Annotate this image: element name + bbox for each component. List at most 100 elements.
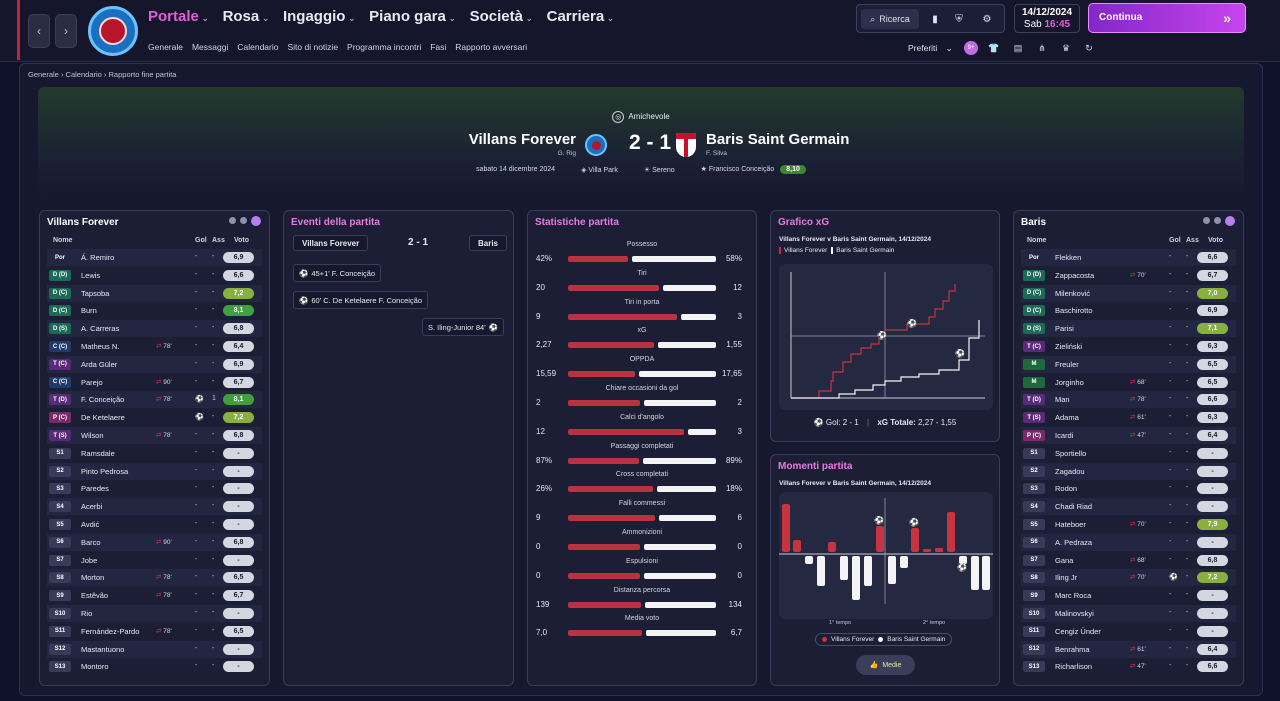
- player-name[interactable]: F. Conceição: [81, 395, 125, 405]
- player-row[interactable]: S12 Mastantuono - - -: [47, 640, 262, 658]
- event-row[interactable]: ⚽ 60' C. De Ketelaere F. Conceição: [293, 291, 429, 309]
- player-name[interactable]: Baschirotto: [1055, 306, 1093, 316]
- player-name[interactable]: Man: [1055, 395, 1070, 405]
- player-name[interactable]: Gana: [1055, 555, 1074, 565]
- player-name[interactable]: A. Carreras: [81, 324, 120, 334]
- player-row[interactable]: D (C) Baschirotto - -6,9: [1021, 302, 1236, 319]
- submenu-item[interactable]: Fasi: [430, 42, 447, 52]
- player-row[interactable]: S3 Paredes - - -: [47, 480, 262, 497]
- player-name[interactable]: Pinto Pedrosa: [81, 466, 129, 476]
- player-row[interactable]: S8 Iling Jr ⇄ 70' ⚽ -7,2: [1021, 569, 1236, 587]
- player-name[interactable]: Zagadou: [1055, 466, 1085, 476]
- player-name[interactable]: Adama: [1055, 413, 1079, 423]
- player-row[interactable]: S9 Estêvão ⇄ 78' - -6,7: [47, 587, 262, 604]
- player-name[interactable]: Milenković: [1055, 288, 1091, 298]
- player-row[interactable]: T (S) Wilson ⇄ 78' - - 6,8: [47, 427, 262, 444]
- man-of-the-match[interactable]: ★ Francisco Conceição 8,10: [701, 165, 806, 174]
- menu-item-4[interactable]: Società ⌄: [470, 8, 533, 25]
- player-row[interactable]: D (D) Lewis - -6,6: [47, 267, 262, 284]
- player-name[interactable]: Arda Güler: [81, 359, 118, 369]
- player-row[interactable]: D (S) A. Carreras - -6,8: [47, 320, 262, 338]
- shirt-icon[interactable]: 👕: [988, 42, 1000, 53]
- player-row[interactable]: C (C) Matheus N. ⇄ 78' - - 6,4: [47, 338, 262, 355]
- player-row[interactable]: D (C) Milenković - -7,0: [1021, 284, 1236, 302]
- player-row[interactable]: T (C) Arda Güler - -6,9: [47, 355, 262, 373]
- player-row[interactable]: C (C) Parejo ⇄ 90' - -6,7: [47, 374, 262, 391]
- player-row[interactable]: M Jorginho ⇄ 68' - -6,5: [1021, 374, 1236, 391]
- player-name[interactable]: Avdić: [81, 520, 100, 529]
- col-ass[interactable]: Ass: [212, 237, 225, 244]
- player-name[interactable]: Fernández-Pardo: [81, 626, 140, 636]
- player-name[interactable]: Estêvão: [81, 591, 109, 601]
- back-button[interactable]: ‹: [28, 14, 50, 48]
- col-gol[interactable]: Gol: [195, 237, 207, 244]
- menu-item-1[interactable]: Rosa ⌄: [223, 8, 269, 25]
- breadcrumb-item[interactable]: Calendario: [65, 70, 102, 79]
- col-voto[interactable]: Voto: [1208, 237, 1224, 244]
- player-row[interactable]: S12 Benrahma ⇄ 61' - -6,4: [1021, 640, 1236, 658]
- player-name[interactable]: Rodon: [1055, 484, 1078, 494]
- player-name[interactable]: Burn: [81, 306, 97, 316]
- submenu-item[interactable]: Programma incontri: [347, 42, 422, 52]
- player-row[interactable]: S13 Montoro - - -: [47, 658, 262, 675]
- col-name[interactable]: Nome: [53, 237, 73, 244]
- menu-item-2[interactable]: Ingaggio ⌄: [283, 8, 355, 25]
- player-name[interactable]: Acerbi: [81, 502, 103, 512]
- menu-item-5[interactable]: Carriera ⌄: [547, 8, 614, 25]
- view-switch[interactable]: [229, 216, 261, 226]
- player-row[interactable]: T (D) Man ⇄ 78' - -6,6: [1021, 391, 1236, 409]
- player-name[interactable]: Iling Jr: [1055, 573, 1078, 583]
- player-name[interactable]: Hateboer: [1055, 520, 1086, 529]
- player-row[interactable]: S7 Gana ⇄ 68' - -6,8: [1021, 552, 1236, 569]
- away-team-name[interactable]: Baris Saint Germain: [706, 131, 850, 148]
- player-row[interactable]: Por Á. Remiro - - 6,9: [47, 249, 262, 266]
- player-row[interactable]: S10 Malinovskyi - - -: [1021, 605, 1236, 622]
- player-name[interactable]: Barco: [81, 537, 101, 547]
- player-row[interactable]: S2 Pinto Pedrosa - - -: [47, 462, 262, 480]
- forward-button[interactable]: ›: [55, 14, 77, 48]
- player-row[interactable]: D (S) Parisi - -7,1: [1021, 320, 1236, 338]
- menu-item-0[interactable]: Portale ⌄: [148, 8, 209, 25]
- player-name[interactable]: Lewis: [81, 270, 101, 280]
- player-name[interactable]: Jorginho: [1055, 377, 1084, 387]
- player-row[interactable]: T (S) Adama ⇄ 61' - -6,3: [1021, 409, 1236, 426]
- player-row[interactable]: S9 Marc Roca - - -: [1021, 587, 1236, 604]
- col-ass[interactable]: Ass: [1186, 237, 1199, 244]
- home-team-name[interactable]: Villans Forever: [468, 131, 576, 148]
- clipboard-icon[interactable]: ▤: [1013, 42, 1023, 53]
- player-name[interactable]: Malinovskyi: [1055, 609, 1094, 618]
- player-name[interactable]: Marc Roca: [1055, 591, 1092, 601]
- player-row[interactable]: D (C) Burn - -8,1: [47, 302, 262, 319]
- player-row[interactable]: T (D) F. Conceição ⇄ 78' ⚽ 1 8,1: [47, 391, 262, 409]
- submenu-item[interactable]: Calendario: [237, 42, 279, 52]
- player-row[interactable]: S2 Zagadou - - -: [1021, 462, 1236, 480]
- player-row[interactable]: S8 Morton ⇄ 78' - -6,5: [47, 569, 262, 587]
- player-row[interactable]: S7 Jobe - - -: [47, 552, 262, 569]
- player-row[interactable]: D (C) Tapsoba - -7,2: [47, 284, 262, 302]
- continue-button[interactable]: Continua »: [1088, 3, 1246, 33]
- trophy-icon[interactable]: ♛: [1061, 42, 1071, 53]
- col-voto[interactable]: Voto: [234, 237, 250, 244]
- col-gol[interactable]: Gol: [1169, 237, 1181, 244]
- submenu-item[interactable]: Sito di notizie: [287, 42, 339, 52]
- view-switch[interactable]: [1203, 216, 1235, 226]
- player-row[interactable]: P (C) De Ketelaere ⚽ -7,2: [47, 409, 262, 426]
- gear-icon[interactable]: ⚙: [982, 13, 992, 25]
- bookmark-icon[interactable]: ▮: [932, 13, 938, 25]
- player-row[interactable]: Por Flekken - - 6,6: [1021, 249, 1236, 266]
- player-row[interactable]: S5 Hateboer ⇄ 70' - - 7,9: [1021, 516, 1236, 533]
- search-button[interactable]: ⌕ Ricerca: [861, 9, 919, 29]
- player-name[interactable]: Matheus N.: [81, 342, 120, 351]
- player-name[interactable]: Chadi Riad: [1055, 502, 1093, 512]
- col-name[interactable]: Nome: [1027, 237, 1047, 244]
- player-name[interactable]: Á. Remiro: [81, 253, 115, 262]
- player-name[interactable]: Wilson: [81, 431, 104, 440]
- player-name[interactable]: Paredes: [81, 484, 109, 494]
- submenu-item[interactable]: Generale: [148, 42, 183, 52]
- player-name[interactable]: Flekken: [1055, 253, 1082, 262]
- breadcrumb-item[interactable]: Generale: [28, 70, 59, 79]
- player-name[interactable]: Rio: [81, 609, 93, 618]
- player-name[interactable]: Parejo: [81, 377, 103, 387]
- averages-button[interactable]: 👍 Medie: [856, 655, 915, 675]
- game-date[interactable]: 14/12/2024 Sab 16:45: [1014, 4, 1080, 33]
